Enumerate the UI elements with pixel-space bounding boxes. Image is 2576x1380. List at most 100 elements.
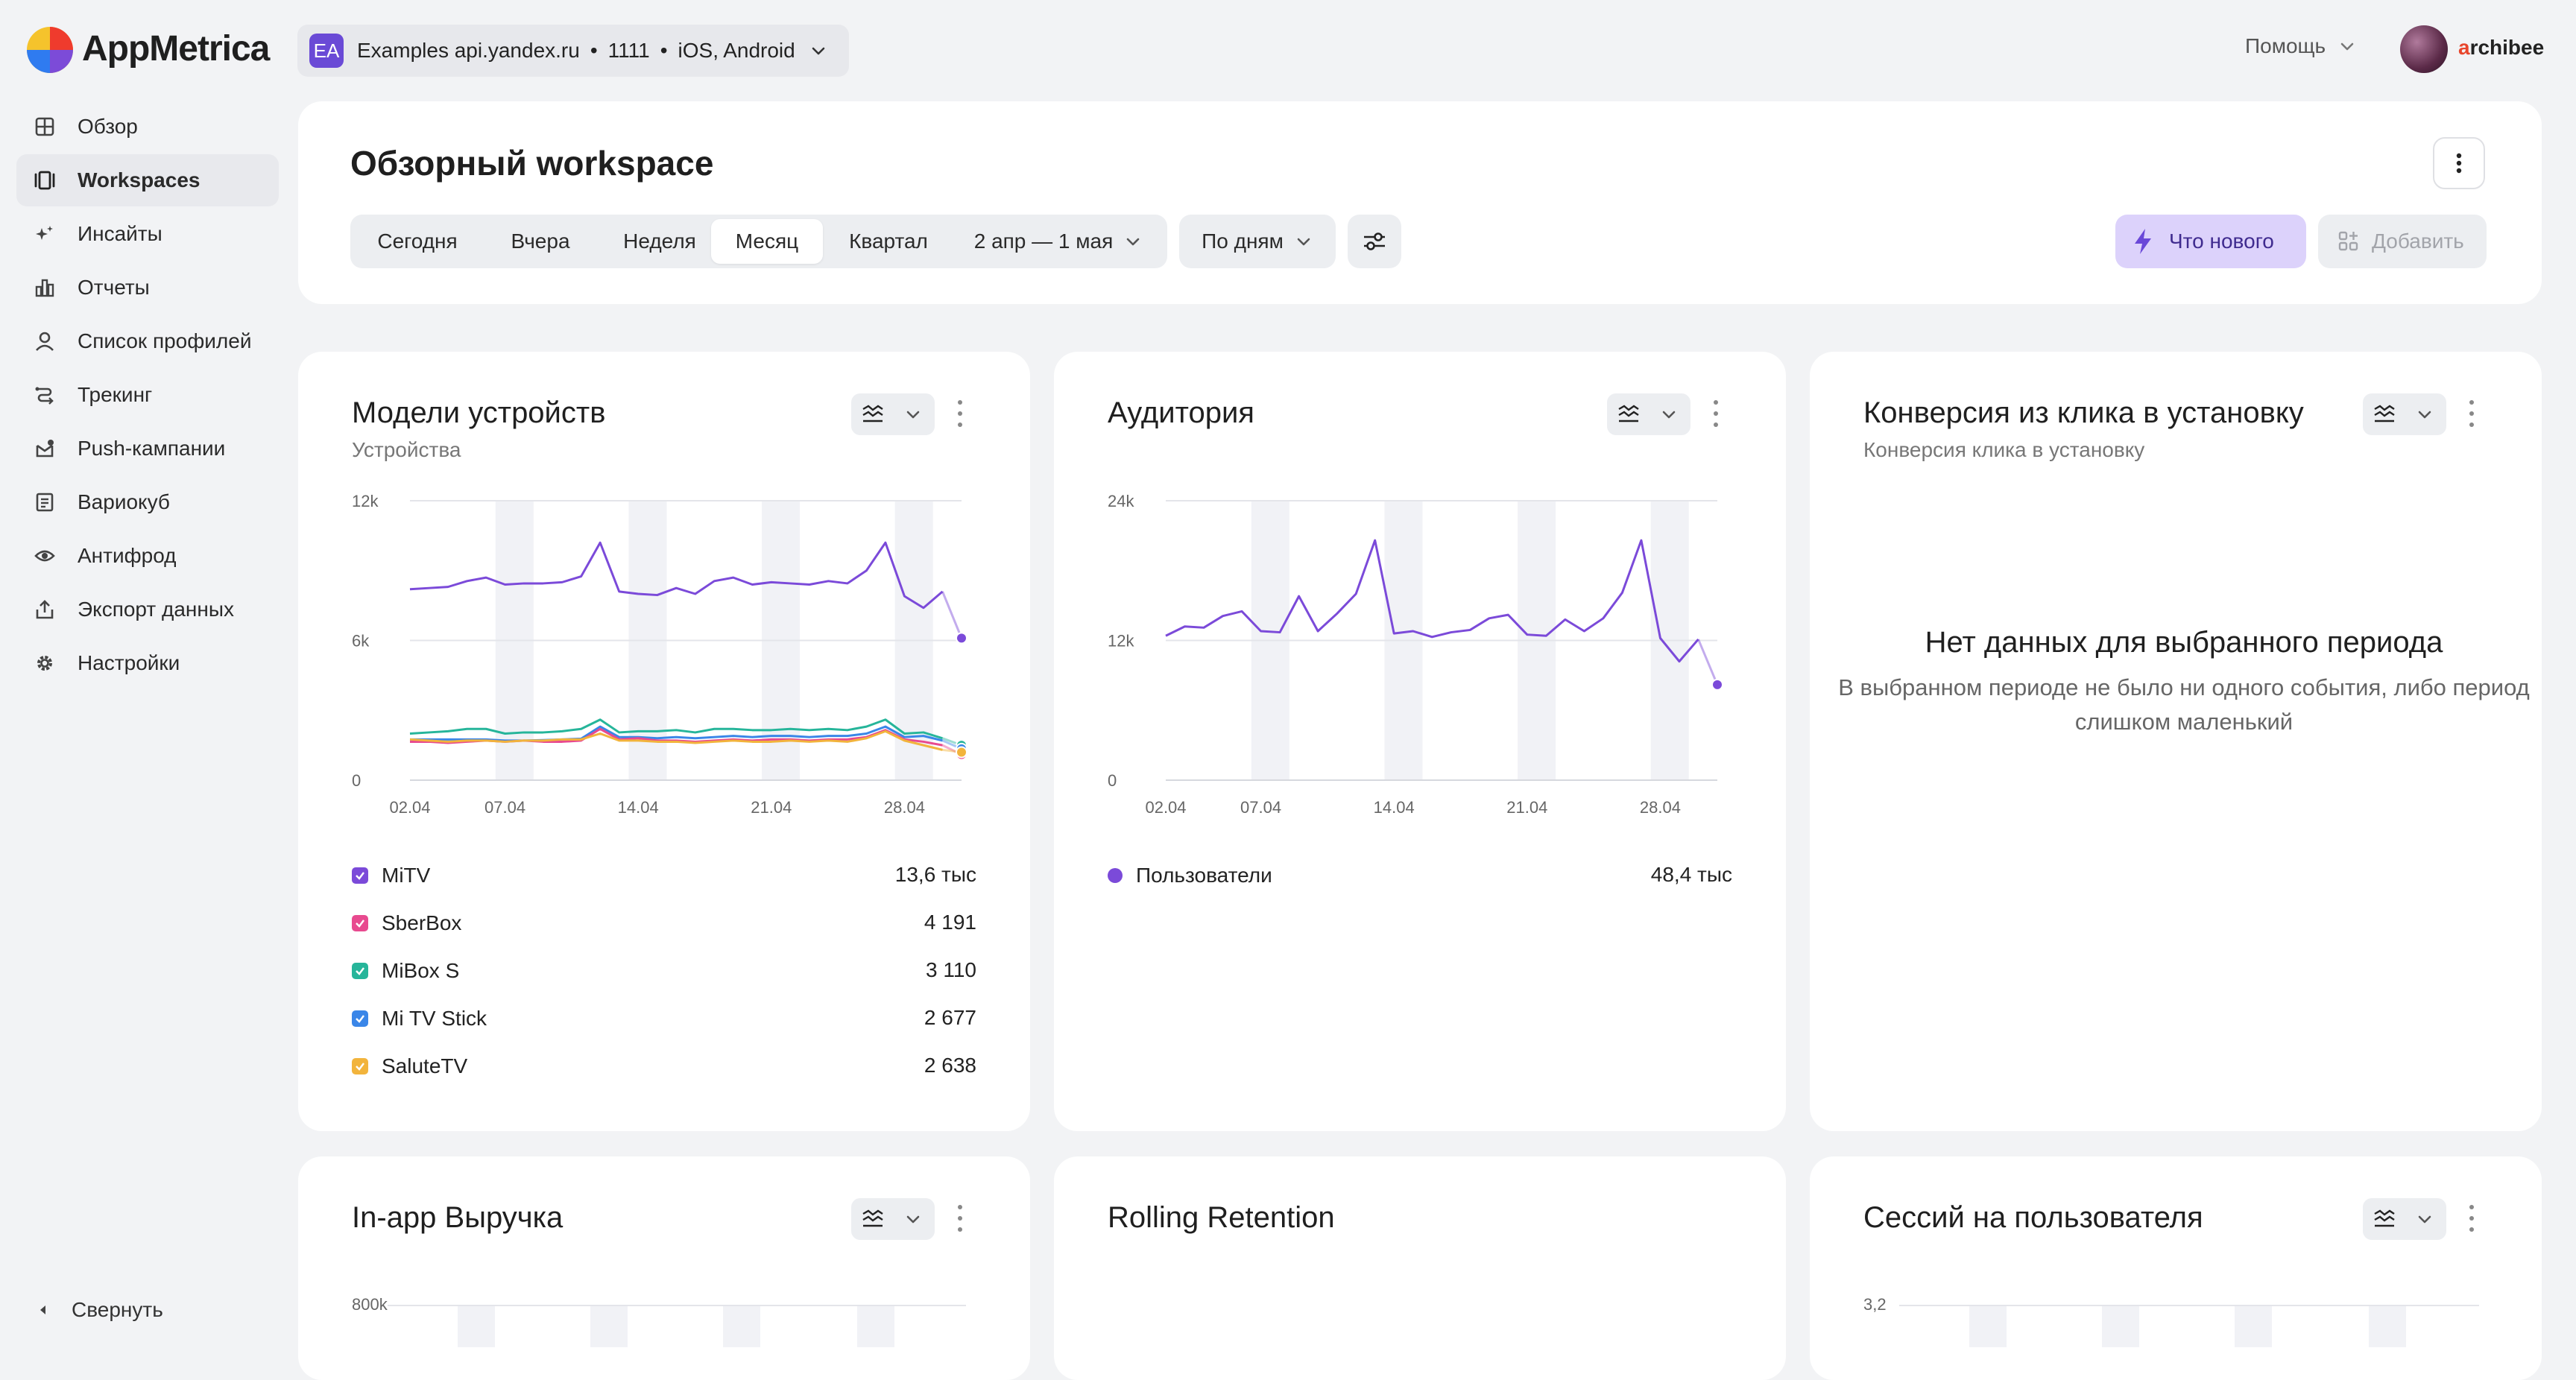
separator: • (660, 39, 668, 62)
sessions-chart-partial (1899, 1305, 2479, 1347)
widget-menu-icon[interactable] (953, 1200, 967, 1237)
page-title: Обзорный workspace (350, 144, 714, 183)
chevron-down-icon (2418, 411, 2431, 419)
series-last-point (956, 746, 967, 759)
legend-value: 3 110 (926, 958, 976, 981)
brand-name[interactable]: AppMetrica (82, 29, 270, 69)
sidebar-item-insights[interactable]: Инсайты (16, 208, 279, 260)
period-week[interactable]: Неделя (623, 230, 696, 253)
sidebar-item-label: Антифрод (78, 544, 177, 567)
sidebar-item-reports[interactable]: Отчеты (16, 262, 279, 314)
user-avatar[interactable] (2400, 25, 2448, 73)
no-data-title: Нет данных для выбранного периода (1925, 626, 2443, 659)
workspaces-icon (34, 171, 55, 190)
legend-label: SaluteTV (382, 1054, 468, 1077)
checkbox-checked-icon[interactable] (352, 1058, 368, 1074)
appmetrica-window: AppMetrica EA Examples api.yandex.ru • 1… (16, 25, 2545, 1380)
chart-type-toggle[interactable] (851, 1198, 935, 1240)
sidebar-item-antifraud[interactable]: Антифрод (16, 530, 279, 582)
x-tick-label: 02.04 (389, 798, 430, 817)
collapse-label: Свернуть (72, 1298, 163, 1321)
widget-menu-icon[interactable] (2464, 1200, 2479, 1237)
sidebar-item-workspaces[interactable]: Workspaces (16, 154, 279, 206)
checkbox-checked-icon[interactable] (352, 867, 368, 884)
help-menu[interactable]: Помощь (2245, 34, 2357, 58)
sidebar-item-push[interactable]: Push-кампании (16, 422, 279, 475)
period-yesterday[interactable]: Вчера (511, 230, 570, 253)
y-tick-label: 0 (352, 771, 361, 790)
sidebar-item-label: Список профилей (78, 329, 252, 352)
widget-title: Конверсия из клика в установку (1863, 396, 2304, 429)
checkbox-checked-icon[interactable] (352, 963, 368, 979)
legend-item-mitvstick[interactable]: Mi TV Stick (352, 1004, 487, 1034)
add-widget-button[interactable]: Добавить (2318, 215, 2487, 268)
user-name[interactable]: archibee (2458, 36, 2544, 60)
chart-type-toggle[interactable] (1607, 393, 1690, 435)
sidebar-item-export[interactable]: Экспорт данных (16, 583, 279, 636)
grid-icon (35, 117, 54, 136)
whats-new-label: Что нового (2169, 230, 2274, 253)
sidebar-item-profiles[interactable]: Список профилей (16, 315, 279, 367)
widget-title: Аудитория (1108, 396, 1254, 429)
chart-type-toggle[interactable] (2363, 393, 2446, 435)
legend-item-users[interactable]: Пользователи (1108, 861, 1272, 890)
appmetrica-logo[interactable] (25, 25, 75, 75)
whats-new-button[interactable]: Что нового (2115, 215, 2306, 268)
grouping-select[interactable]: По дням (1179, 215, 1336, 268)
period-quarter[interactable]: Квартал (849, 230, 928, 253)
add-label: Добавить (2372, 230, 2464, 253)
tracking-icon (35, 387, 54, 405)
checkbox-checked-icon[interactable] (352, 1010, 368, 1027)
widget-menu-icon[interactable] (953, 395, 967, 432)
filters-button[interactable] (1348, 215, 1401, 268)
series-line-MiBox S (409, 718, 943, 740)
period-month[interactable]: Месяц (711, 219, 823, 264)
app-selector[interactable]: EA Examples api.yandex.ru • 1111 • iOS, … (297, 25, 849, 77)
date-range-picker[interactable]: 2 апр — 1 мая (962, 215, 1155, 268)
x-tick-label: 07.04 (484, 798, 525, 817)
revenue-y-tick: 800k (352, 1295, 388, 1314)
x-tick-label: 21.04 (1506, 798, 1547, 817)
series-line-Пользователи (1165, 539, 1699, 663)
sidebar-item-label: Workspaces (78, 168, 201, 192)
sessions-y-tick: 3,2 (1863, 1295, 1887, 1314)
widget-title: Модели устройств (352, 396, 606, 429)
legend-item-miboxs[interactable]: MiBox S (352, 956, 459, 986)
push-icon (36, 440, 54, 458)
legend-value: 13,6 тыс (894, 863, 976, 886)
collapse-sidebar-button[interactable]: Свернуть (37, 1298, 163, 1322)
legend-label: Mi TV Stick (382, 1007, 487, 1030)
checkbox-checked-icon[interactable] (352, 915, 368, 931)
widget-card-retention (1054, 1156, 1786, 1380)
workspace-menu-button[interactable] (2433, 137, 2485, 189)
period-today[interactable]: Сегодня (377, 230, 458, 253)
no-data-text: В выбранном периоде не было ни одного со… (1838, 674, 2530, 735)
legend-item-sberbox[interactable]: SberBox (352, 908, 461, 938)
widget-menu-icon[interactable] (1708, 395, 1723, 432)
widget-menu-icon[interactable] (2464, 395, 2479, 432)
sidebar-item-variocube[interactable]: Вариокуб (16, 476, 279, 528)
workspace-header-card (298, 101, 2542, 304)
legend-label: MiTV (382, 864, 431, 887)
weekend-band (590, 1305, 628, 1347)
sidebar-item-overview[interactable]: Обзор (16, 101, 279, 153)
separator: • (590, 39, 598, 62)
chevron-down-icon (1297, 238, 1310, 246)
weekend-band (1969, 1305, 2007, 1347)
sidebar-item-settings[interactable]: Настройки (16, 637, 279, 689)
app-badge: EA (309, 34, 344, 68)
legend-item-mitv[interactable]: MiTV (352, 861, 430, 890)
bar-chart-icon (35, 279, 54, 297)
widget-card-conversion (1810, 352, 2542, 1131)
user-name-rest: rchibee (2469, 36, 2545, 59)
y-tick-label: 6k (352, 632, 370, 651)
legend-item-salutetv[interactable]: SaluteTV (352, 1051, 467, 1081)
x-tick-label: 28.04 (884, 798, 925, 817)
series-line-SaluteTV (409, 729, 943, 751)
app-platforms: iOS, Android (678, 39, 795, 62)
x-tick-label: 07.04 (1240, 798, 1281, 817)
chart-type-toggle[interactable] (2363, 1198, 2446, 1240)
app-name: Examples api.yandex.ru (357, 39, 580, 62)
sidebar-item-tracking[interactable]: Трекинг (16, 369, 279, 421)
chart-type-toggle[interactable] (851, 393, 935, 435)
